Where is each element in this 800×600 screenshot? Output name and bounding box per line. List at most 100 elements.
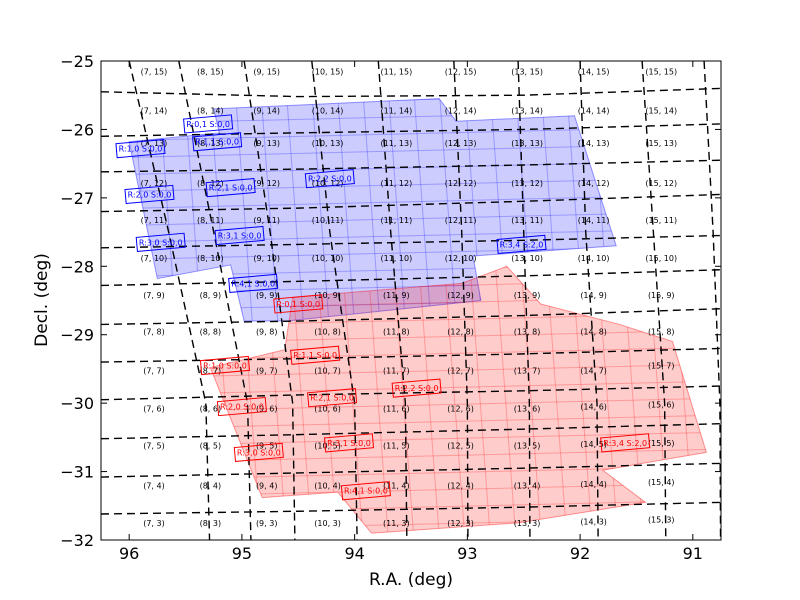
patch-label: (12, 7)	[447, 366, 474, 375]
patch-label: (8, 11)	[197, 216, 224, 225]
x-tick-label: 91	[683, 544, 703, 563]
patch-label: (7, 15)	[141, 67, 168, 76]
ccd-box	[115, 138, 166, 159]
patch-boundary-horizontal	[101, 501, 721, 515]
patch-label: (7, 3)	[143, 519, 165, 528]
ccd-box	[323, 433, 375, 453]
ccd-gridline	[494, 266, 517, 534]
y-tick-label: −25	[60, 52, 94, 71]
patch-label: (13, 3)	[514, 519, 541, 528]
ccd-gridline	[210, 329, 707, 343]
patch-label: (12, 15)	[445, 67, 477, 76]
patch-label: (13, 9)	[514, 291, 541, 300]
ccd-box	[304, 169, 355, 189]
patch-label: (8, 8)	[200, 327, 222, 336]
ccd-box	[192, 132, 243, 152]
x-tick-label: 96	[119, 544, 139, 563]
patch-label: (9, 13)	[253, 139, 280, 148]
visit-fill	[129, 98, 617, 322]
patch-label: (13, 7)	[514, 366, 541, 375]
ccd-gridline	[387, 98, 407, 322]
patch-label: (9, 10)	[253, 254, 280, 263]
x-axis-label: R.A. (deg)	[369, 570, 453, 590]
x-tick-label: 92	[570, 544, 590, 563]
ccd-gridline	[468, 266, 492, 534]
patch-label: (8, 14)	[197, 106, 224, 115]
patch-boundary-horizontal	[101, 193, 721, 213]
patch-label: (7, 7)	[143, 366, 165, 375]
patch-label: (8, 12)	[197, 179, 224, 188]
patch-boundary-horizontal	[101, 234, 721, 249]
ccd-gridline	[417, 266, 441, 534]
patch-label: (11, 7)	[383, 366, 410, 375]
patch-label: (14, 9)	[580, 291, 607, 300]
patch-label: (7, 9)	[143, 291, 165, 300]
ccd-box	[307, 388, 358, 408]
patch-label: (10, 12)	[312, 179, 344, 188]
ccd-box	[183, 114, 234, 134]
patch-boundary-vertical	[641, 61, 667, 540]
patch-label: (10, 15)	[312, 67, 344, 76]
patch-label: (11, 13)	[381, 139, 413, 148]
patch-label: (8, 5)	[200, 442, 222, 451]
patch-label: (12, 6)	[447, 405, 474, 414]
ccd-gridline	[392, 266, 415, 534]
x-tick-label: 95	[232, 544, 252, 563]
patch-label: (7, 6)	[143, 405, 165, 414]
ccd-label: R:3,4 S:2,0	[500, 240, 544, 249]
patch-boundary-vertical	[178, 61, 252, 540]
ccd-gridline	[260, 98, 279, 322]
ccd-gridline	[129, 162, 617, 176]
ccd-label: R:3,0 S:0,0	[139, 238, 183, 247]
ccd-label: R:3,4 S:2,0	[603, 439, 647, 448]
ccd-box	[233, 442, 284, 463]
ccd-label: R:4,1 S:0,0	[344, 487, 388, 496]
ccd-label: R:3,0 S:0,0	[237, 448, 281, 457]
patch-label: (7, 14)	[141, 106, 168, 115]
patch-label: (12, 13)	[445, 139, 477, 148]
patch-label: (7, 8)	[143, 327, 165, 336]
patch-label: (15, 5)	[648, 439, 675, 448]
patch-label: (9, 11)	[253, 216, 280, 225]
ccd-gridline	[129, 213, 617, 227]
patch-label: (13, 10)	[511, 254, 543, 263]
patch-boundary-vertical	[579, 61, 599, 540]
patch-label: (15, 13)	[645, 139, 677, 148]
ccd-labels: R:0,1 S:0,0 R:1,0 S:0,0 R:1,1 S:0,0 R:2,0 S…	[115, 114, 651, 501]
patch-boundary-horizontal	[101, 347, 721, 363]
patch-label: (7, 13)	[141, 139, 168, 148]
patch-boundary-horizontal	[101, 159, 721, 173]
patch-label: (8, 9)	[200, 291, 222, 300]
patch-label: (10, 11)	[312, 216, 344, 225]
patch-label: (8, 3)	[200, 519, 222, 528]
patch-boundary-horizontal	[101, 123, 721, 137]
ccd-gridline	[210, 414, 707, 428]
ccd-label: R:4,1 S:0,0	[231, 279, 275, 288]
patch-label: (11, 5)	[383, 442, 410, 451]
ccd-gridline	[413, 98, 432, 322]
patch-label: (13, 8)	[514, 327, 541, 336]
ccd-gridline	[129, 196, 617, 210]
patch-label: (10, 7)	[314, 366, 341, 375]
ccd-gridline	[341, 266, 364, 534]
ccd-box	[290, 345, 341, 365]
patch-label: (15, 10)	[645, 254, 677, 263]
patch-label: (14, 4)	[580, 480, 607, 489]
ccd-gridline	[210, 397, 707, 411]
ccd-gridline	[210, 380, 707, 394]
ccd-gridline	[210, 431, 707, 445]
patch-label: (15, 11)	[645, 216, 677, 225]
plot-frame	[100, 60, 722, 541]
patch-boundary-horizontal	[101, 462, 721, 478]
patch-label: (12, 11)	[445, 216, 477, 225]
ccd-label: R:1,1 S:0,0	[293, 351, 337, 360]
patch-label: (13, 14)	[511, 106, 543, 115]
patch-label: (14, 14)	[578, 106, 610, 115]
ccd-gridline	[129, 230, 617, 244]
y-axis-label: Decl. (deg)	[32, 253, 52, 347]
patch-boundary-horizontal	[101, 308, 721, 326]
patch-label: (7, 4)	[143, 481, 165, 490]
patch-label: (10, 5)	[314, 442, 341, 451]
patch-label: (15, 7)	[648, 362, 675, 371]
